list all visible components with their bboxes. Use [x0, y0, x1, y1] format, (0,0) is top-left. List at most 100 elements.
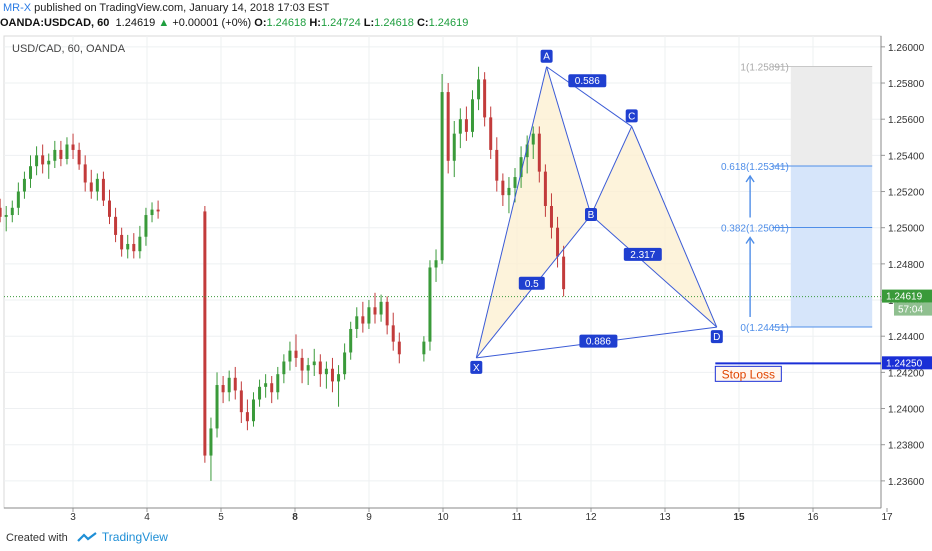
candle-body — [300, 357, 304, 371]
low-value: 1.24618 — [374, 17, 414, 29]
fib-level-label: 0.382(1.25001) — [721, 224, 789, 235]
stop-loss-price-badge — [882, 356, 932, 370]
candle-body — [264, 383, 268, 387]
high-label: H: — [309, 17, 321, 29]
pattern-fill-xab — [476, 66, 591, 358]
candle-body — [282, 361, 286, 375]
candle-body — [495, 149, 499, 181]
y-tick-label: 1.25000 — [888, 224, 925, 235]
tradingview-logo-icon — [77, 532, 97, 542]
x-tick-label: 9 — [366, 512, 372, 523]
candle-body — [150, 209, 154, 216]
candle-body — [89, 182, 93, 192]
candle-body — [489, 117, 493, 150]
pattern-point-badge — [585, 208, 597, 222]
candle-body — [324, 368, 328, 375]
x-tick-label: 3 — [70, 512, 76, 523]
y-tick-label: 1.25200 — [888, 188, 925, 199]
candle-body — [543, 171, 547, 206]
pattern-ratio-badge — [568, 74, 607, 88]
candle-body — [233, 377, 237, 391]
publish-header: MR-X published on TradingView.com, Janua… — [0, 0, 932, 16]
y-tick-label: 1.25400 — [888, 151, 925, 162]
candle-body — [531, 133, 535, 145]
candle-body — [156, 209, 160, 212]
chart-title: USD/CAD, 60, OANDA — [12, 43, 126, 55]
candle-body — [318, 361, 322, 375]
candle-body — [107, 200, 111, 217]
candle-body — [549, 205, 553, 228]
candle-body — [434, 260, 438, 268]
tradingview-brand[interactable]: TradingView — [101, 530, 168, 544]
pattern-ratio-label: 0.586 — [575, 76, 600, 87]
candle-body — [47, 160, 51, 165]
candle-body — [458, 119, 462, 134]
pattern-fill-bcd — [591, 126, 717, 328]
candle-body — [41, 155, 45, 165]
pattern-ratio-badge — [518, 276, 545, 290]
pattern-ratio-badge — [579, 334, 618, 348]
publish-info: published on TradingView.com, January 14… — [34, 2, 330, 14]
pattern-ratio-label: 2.317 — [630, 250, 655, 261]
candle-body — [29, 166, 33, 179]
candle-body — [22, 178, 26, 192]
y-tick-label: 1.24800 — [888, 260, 925, 271]
pattern-point-label: A — [543, 52, 550, 63]
pattern-point-label: C — [628, 111, 635, 122]
candle-body — [349, 328, 353, 353]
symbol-label: OANDA:USDCAD, 60 — [0, 17, 110, 29]
candle-body — [53, 149, 57, 161]
y-tick-label: 1.25600 — [888, 115, 925, 126]
candle-body — [132, 243, 136, 252]
countdown-label: 57:04 — [898, 305, 923, 316]
candle-body — [440, 92, 444, 261]
countdown-badge — [894, 302, 932, 316]
x-tick-label: 16 — [807, 512, 819, 523]
candle-body — [258, 386, 262, 400]
open-label: O: — [254, 17, 267, 29]
footer: Created with TradingView — [0, 524, 932, 550]
x-tick-label: 12 — [585, 512, 597, 523]
candle-body — [562, 256, 566, 290]
ohlc-header: OANDA:USDCAD, 60 1.24619 ▲ +0.00001 (+0%… — [0, 15, 932, 31]
stop-loss-text: Stop Loss — [722, 367, 775, 381]
candle-body — [294, 350, 298, 358]
candle-body — [203, 211, 207, 456]
high-value: 1.24724 — [320, 17, 361, 29]
candle-body — [126, 243, 130, 250]
candle-body — [337, 374, 341, 382]
candle-body — [276, 374, 280, 393]
stop-loss-box — [714, 365, 782, 382]
candle-body — [144, 215, 148, 237]
candle-body — [16, 191, 20, 208]
candle-body — [270, 383, 274, 393]
candle-body — [10, 207, 14, 216]
price-change: +0.00001 (+0%) — [172, 17, 252, 29]
author-link[interactable]: MR-X — [3, 2, 32, 14]
candle-body — [83, 164, 87, 183]
y-tick-label: 1.26000 — [888, 43, 925, 54]
candle-body — [59, 149, 63, 159]
pattern-point-label: X — [473, 363, 480, 374]
candle-body — [114, 216, 118, 235]
candle-body — [519, 157, 523, 178]
candle-body — [245, 412, 249, 422]
x-tick-label: 5 — [218, 512, 224, 523]
pattern-leg — [590, 214, 718, 328]
candle-body — [464, 119, 468, 132]
candle-body — [483, 79, 487, 118]
pattern-point-badge — [625, 109, 638, 123]
candle-body — [385, 301, 389, 326]
close-label: C: — [416, 17, 429, 29]
candle-body — [209, 428, 213, 456]
pattern-ratio-label: 0.886 — [586, 337, 611, 348]
fib-level-label: 0.618(1.25341) — [721, 162, 789, 173]
pattern-ratio-badge — [623, 247, 662, 261]
y-tick-label: 1.23800 — [888, 441, 925, 452]
candle-body — [71, 144, 75, 150]
candle-body — [306, 365, 310, 371]
candle-body — [35, 155, 39, 167]
candle-body — [501, 180, 505, 196]
candle-body — [513, 177, 517, 188]
